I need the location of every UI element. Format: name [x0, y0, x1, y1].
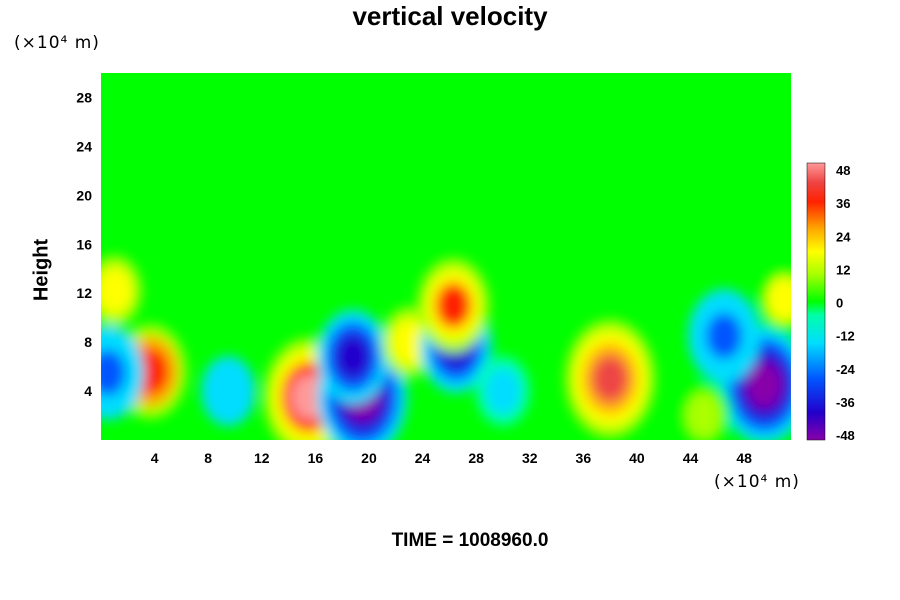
colorbar-tick-label: -48: [836, 428, 855, 443]
colorbar-tick-label: 0: [836, 296, 843, 311]
x-tick-label: 28: [468, 450, 484, 466]
colorbar-tick-label: -36: [836, 395, 855, 410]
heatmap-plot: [101, 73, 791, 440]
x-tick-label: 8: [204, 450, 212, 466]
x-tick-label: 24: [415, 450, 431, 466]
x-tick-label: 16: [308, 450, 324, 466]
velocity-cell-3: [290, 374, 327, 421]
velocity-cell-5: [334, 333, 371, 380]
velocity-cell-1: [101, 267, 133, 314]
velocity-cell-15: [685, 392, 722, 439]
colorbar-tick-label: -24: [836, 362, 856, 377]
velocity-cell-6: [391, 319, 428, 366]
x-tick-label: 32: [522, 450, 538, 466]
time-label: TIME = 1008960.0: [391, 530, 549, 551]
x-tick-label: 12: [254, 450, 270, 466]
y-tick-label: 4: [84, 383, 92, 399]
colorbar-tick-label: 24: [836, 229, 851, 244]
x-tick-label: 44: [683, 450, 699, 466]
velocity-cell-13: [484, 368, 521, 415]
y-tick-label: 20: [76, 187, 92, 203]
colorbar-gradient: [806, 162, 826, 441]
x-tick-label: 4: [151, 450, 159, 466]
velocity-cell-8: [435, 282, 472, 329]
colorbar-tick-label: 36: [836, 196, 850, 211]
y-tick-label: 12: [76, 285, 92, 301]
velocity-cell-11: [766, 276, 791, 323]
x-axis-ticks: 4 8 12 16 20 24 28 32 36 40 44 48: [151, 450, 752, 466]
chart-title: vertical velocity: [352, 1, 548, 31]
y-tick-label: 28: [76, 89, 92, 105]
velocity-cell-9: [592, 355, 629, 402]
y-tick-label: 24: [76, 138, 92, 154]
x-tick-label: 20: [361, 450, 377, 466]
y-axis-ticks: 4 8 12 16 20 24 28: [76, 89, 92, 399]
colorbar-tick-label: 48: [836, 163, 850, 178]
velocity-cell-14: [706, 313, 743, 360]
velocity-cell-10: [746, 361, 783, 408]
x-tick-label: 40: [629, 450, 645, 466]
x-unit-label: (×10⁴ m): [714, 472, 800, 492]
velocity-cell-2: [101, 349, 126, 396]
x-tick-label: 36: [576, 450, 592, 466]
colorbar-tick-label: -12: [836, 329, 855, 344]
y-unit-label: (×10⁴ m): [14, 33, 100, 53]
velocity-cell-12: [210, 368, 247, 415]
x-tick-label: 48: [736, 450, 752, 466]
colorbar: 48 36 24 12 0 -12 -24 -36 -48: [806, 162, 856, 443]
y-tick-label: 8: [84, 334, 92, 350]
y-tick-label: 16: [76, 236, 92, 252]
colorbar-tick-label: 12: [836, 262, 850, 277]
